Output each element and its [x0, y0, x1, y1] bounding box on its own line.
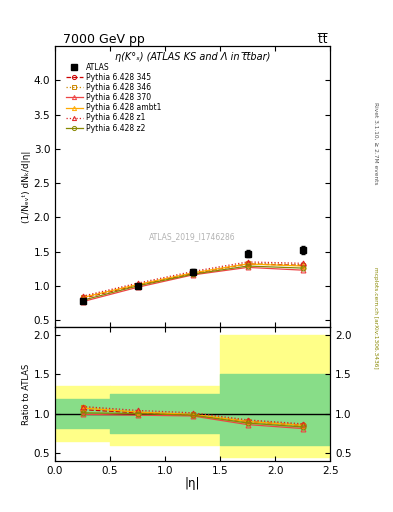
Text: η(K°ₛ) (ATLAS KS and Λ in t̅t̅bar): η(K°ₛ) (ATLAS KS and Λ in t̅t̅bar) [115, 52, 270, 62]
X-axis label: |η|: |η| [185, 477, 200, 490]
Text: 7000 GeV pp: 7000 GeV pp [63, 33, 145, 46]
Legend: ATLAS, Pythia 6.428 345, Pythia 6.428 346, Pythia 6.428 370, Pythia 6.428 ambt1,: ATLAS, Pythia 6.428 345, Pythia 6.428 34… [64, 61, 163, 134]
Y-axis label: (1/Nₑᵥᵗ) dNₖ/d|η|: (1/Nₑᵥᵗ) dNₖ/d|η| [22, 151, 31, 223]
Y-axis label: Ratio to ATLAS: Ratio to ATLAS [22, 364, 31, 424]
Text: ATLAS_2019_I1746286: ATLAS_2019_I1746286 [149, 232, 236, 242]
Text: Rivet 3.1.10, ≥ 2.7M events: Rivet 3.1.10, ≥ 2.7M events [373, 102, 378, 185]
Text: mcplots.cern.ch [arXiv:1306.3436]: mcplots.cern.ch [arXiv:1306.3436] [373, 267, 378, 368]
Text: t̅t̅: t̅t̅ [319, 33, 328, 46]
